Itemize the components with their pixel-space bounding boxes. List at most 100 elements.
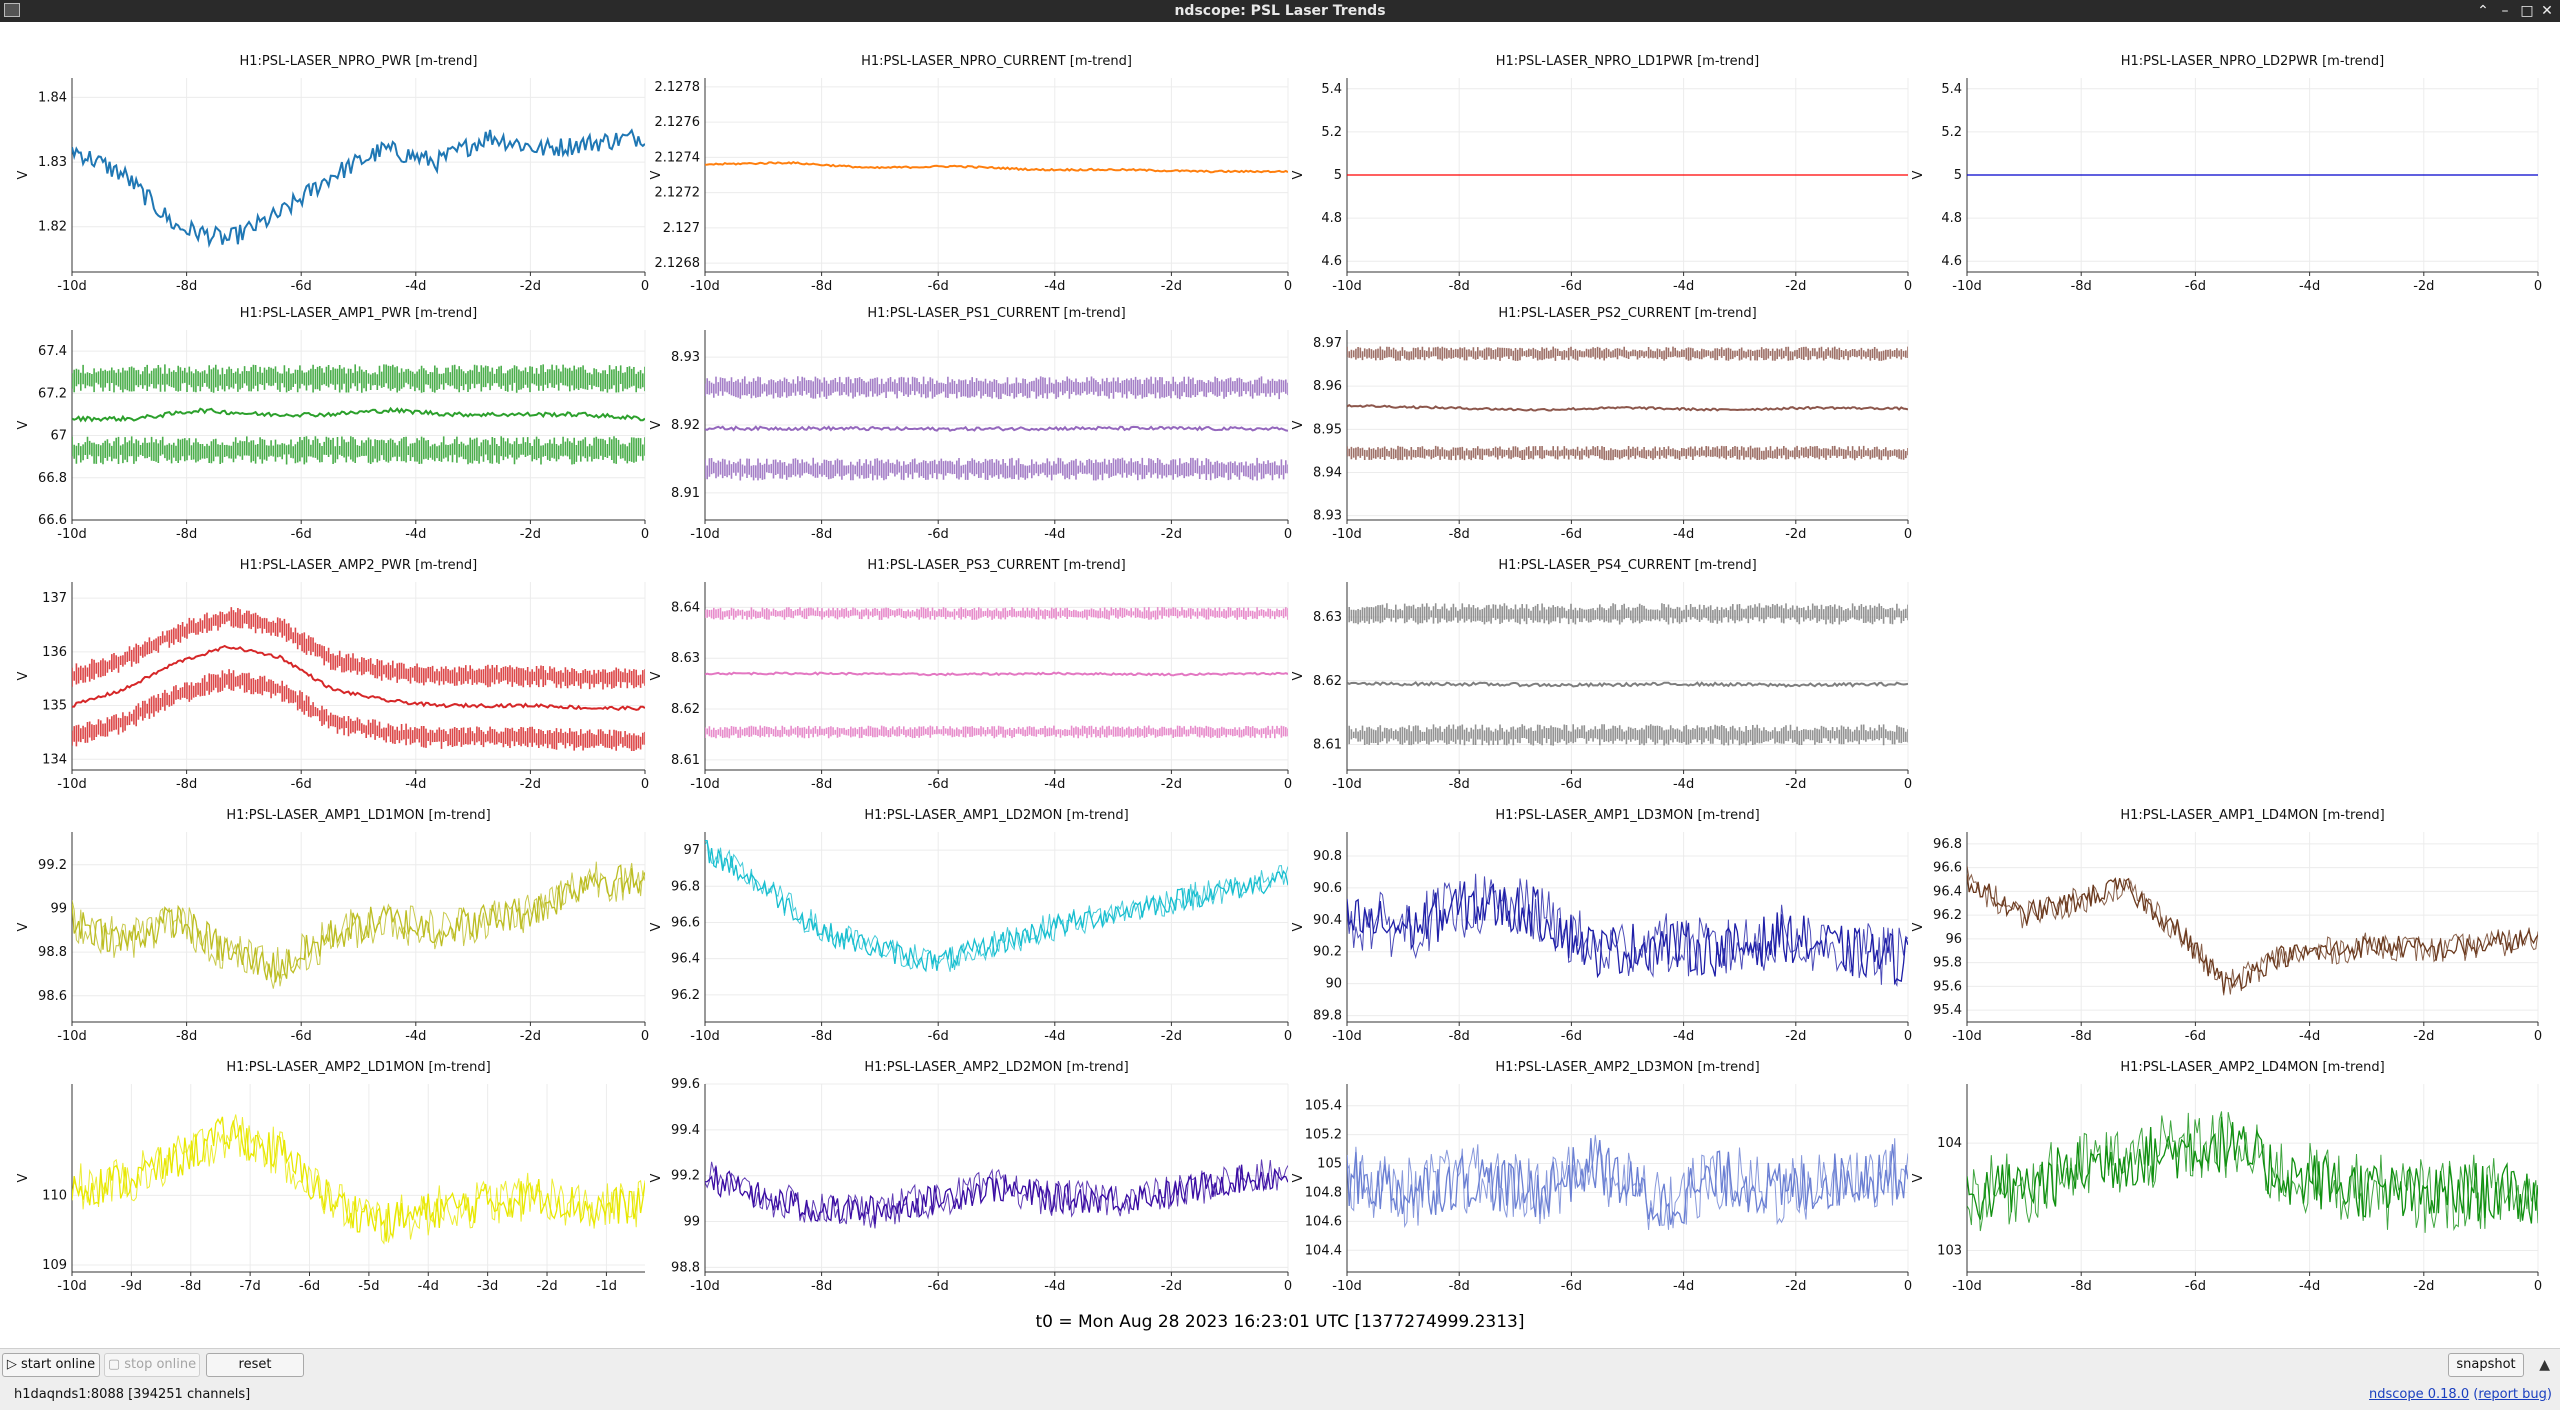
y-tick-label: 99 (683, 1215, 700, 1230)
maximize-icon[interactable]: □ (2520, 3, 2534, 19)
x-tick-label: 0 (2534, 1279, 2542, 1294)
x-tick-label: -4d (2299, 1029, 2320, 1044)
plot-title: H1:PSL-LASER_AMP1_LD1MON [m-trend] (226, 808, 490, 823)
x-tick-label: -8d (1449, 279, 1470, 294)
report-bug-link[interactable]: report bug (2478, 1387, 2547, 1402)
plot-title: H1:PSL-LASER_NPRO_PWR [m-trend] (240, 54, 478, 69)
close-icon[interactable]: ✕ (2541, 3, 2553, 19)
series-line (1347, 873, 1908, 987)
y-tick-label: 136 (42, 645, 67, 660)
y-tick-label: 4.6 (1941, 254, 1962, 269)
y-axis-label: V (1911, 170, 1926, 179)
y-tick-label: 96.2 (1933, 908, 1962, 923)
version-link[interactable]: ndscope 0.18.0 (2369, 1387, 2470, 1402)
x-tick-label: -2d (1161, 527, 1182, 542)
trend-plot[interactable]: 8.61 8.62 8.63 -10d -8d -6d -4d -2d 0 H1:PSL-LASE… (1291, 558, 1912, 792)
x-tick-label: -10d (1332, 527, 1362, 542)
x-tick-label: -4d (418, 1279, 439, 1294)
y-tick-label: 105.2 (1305, 1128, 1342, 1143)
trend-plot[interactable]: 4.6 4.8 5 5.2 5.4 -10d -8d -6d -4d -2d 0 H1:PSL-LAS… (1911, 54, 2542, 294)
plot-title: H1:PSL-LASER_NPRO_CURRENT [m-trend] (861, 54, 1132, 69)
x-tick-label: -2d (1785, 777, 1806, 792)
x-tick-label: -10d (1332, 279, 1362, 294)
stop-online-label: stop online (124, 1357, 197, 1372)
x-tick-label: -10d (57, 527, 87, 542)
y-tick-label: 98.8 (38, 945, 67, 960)
y-tick-label: 90.2 (1313, 945, 1342, 960)
start-online-button[interactable]: ▷ start online (2, 1353, 100, 1377)
series-line (72, 864, 645, 983)
trend-plot[interactable]: 2.1268 2.127 2.1272 2.1274 2.1276 2.1278 -10d -… (649, 22, 1292, 294)
trend-plot[interactable]: 104.4 104.6 104.8 105 105.2 105.4 -10d -8d -6d -4… (1291, 1060, 1912, 1294)
plot-title: H1:PSL-LASER_AMP1_PWR [m-trend] (240, 306, 477, 321)
trend-plot[interactable]: 98.6 98.8 99 99.2 -10d -8d -6d -4d -2d 0 H1:PSL-LA… (16, 808, 649, 1044)
y-tick-label: 5 (1334, 168, 1342, 183)
y-tick-label: 5.4 (1941, 82, 1962, 97)
trend-plot[interactable]: 8.61 8.62 8.63 8.64 -10d -8d -6d -4d -2d 0 H1:PSL-… (649, 558, 1292, 792)
x-tick-label: -10d (1952, 1279, 1982, 1294)
x-tick-label: -10d (690, 1029, 720, 1044)
x-tick-label: -10d (1332, 1029, 1362, 1044)
y-tick-label: 2.1278 (655, 80, 701, 95)
y-tick-label: 90.4 (1313, 913, 1342, 928)
y-tick-label: 2.127 (663, 221, 700, 236)
t0-label: t0 = Mon Aug 28 2023 16:23:01 UTC [13772… (1035, 1312, 1525, 1332)
trend-plot[interactable]: 1.82 1.83 1.84 -10d -8d -6d -4d -2d 0 H1:PSL-LASE… (16, 22, 649, 294)
y-tick-label: 95.8 (1933, 956, 1962, 971)
version-info: ndscope 0.18.0 (report bug) (2369, 1387, 2552, 1402)
series-line (1347, 404, 1908, 412)
y-axis-label: V (1291, 420, 1306, 429)
x-tick-label: -8d (2071, 1029, 2092, 1044)
x-tick-label: -4d (1044, 1279, 1065, 1294)
x-tick-label: -6d (928, 1279, 949, 1294)
trend-plot[interactable]: 134 135 136 137 -10d -8d -6d -4d -2d 0 H1:PSL-LASE… (16, 558, 649, 792)
y-tick-label: 96.2 (671, 988, 700, 1003)
x-tick-label: -4d (1673, 1279, 1694, 1294)
trend-plot[interactable]: 66.6 66.8 67 67.2 67.4 -10d -8d -6d -4d -2d 0 H1:PS… (16, 306, 649, 542)
plot-grid[interactable]: 1.82 1.83 1.84 -10d -8d -6d -4d -2d 0 H1:PSL-LASE… (0, 22, 2560, 1322)
series-band (1347, 724, 1908, 746)
x-tick-label: 0 (2534, 1029, 2542, 1044)
series-line (72, 644, 645, 712)
trend-plot[interactable]: 8.91 8.92 8.93 -10d -8d -6d -4d -2d 0 H1:PSL-LASE… (649, 306, 1292, 542)
x-tick-label: -10d (1332, 777, 1362, 792)
minimize-icon[interactable]: – (2501, 3, 2509, 19)
x-tick-label: -10d (690, 1279, 720, 1294)
x-tick-label: -10d (57, 777, 87, 792)
reset-button[interactable]: reset (206, 1353, 304, 1377)
y-tick-label: 8.92 (671, 418, 700, 433)
trend-plot[interactable]: 89.8 90 90.2 90.4 90.6 90.8 -10d -8d -6d -4d -2d 0 H… (1291, 808, 1912, 1044)
trend-plot[interactable]: 103 104 -10d -8d -6d -4d -2d 0 H1:PSL-LASER_AMP2… (1911, 1060, 2542, 1294)
series-band (705, 376, 1288, 400)
trend-plot[interactable]: 109 110 -10d -9d -8d -7d -6d -5d -4d -3d -2d -1d H1:… (16, 1060, 645, 1294)
series-line (1347, 1134, 1908, 1231)
menu-toggle-icon[interactable]: ▲ (2539, 1357, 2550, 1373)
y-tick-label: 109 (42, 1258, 67, 1273)
trend-plot[interactable]: 96.2 96.4 96.6 96.8 97 -10d -8d -6d -4d -2d 0 H1:PS… (649, 808, 1292, 1044)
y-axis-label: V (1911, 922, 1926, 931)
y-tick-label: 96.4 (671, 952, 700, 967)
stop-online-button[interactable]: ▢ stop online (104, 1353, 200, 1377)
trend-plot[interactable]: 95.4 95.6 95.8 96 96.2 96.4 96.6 96.8 -10d -8d -6d… (1911, 808, 2542, 1044)
trend-plot[interactable]: 8.93 8.94 8.95 8.96 8.97 -10d -8d -6d -4d -2d 0 H1:… (1291, 306, 1912, 542)
x-tick-label: -6d (291, 527, 312, 542)
collapse-icon[interactable]: ⌃ (2477, 3, 2489, 19)
trend-plot[interactable]: 4.6 4.8 5 5.2 5.4 -10d -8d -6d -4d -2d 0 H1:PSL-LAS… (1291, 54, 1912, 294)
y-axis-label: V (16, 420, 31, 429)
x-tick-label: -6d (1561, 279, 1582, 294)
plot-title: H1:PSL-LASER_PS3_CURRENT [m-trend] (867, 558, 1125, 573)
y-tick-label: 4.8 (1941, 211, 1962, 226)
y-tick-label: 8.95 (1313, 422, 1342, 437)
series-band (72, 669, 645, 751)
trend-plot[interactable]: 98.8 99 99.2 99.4 99.6 -10d -8d -6d -4d -2d 0 H1:PS… (649, 1060, 1292, 1294)
x-tick-label: -10d (1332, 1279, 1362, 1294)
x-tick-label: -10d (1952, 1029, 1982, 1044)
y-tick-label: 8.63 (671, 651, 700, 666)
x-tick-label: 0 (1284, 279, 1292, 294)
x-tick-label: -2d (1785, 1029, 1806, 1044)
y-tick-label: 8.61 (671, 753, 700, 768)
y-tick-label: 66.6 (38, 513, 67, 528)
x-tick-label: -4d (1673, 1029, 1694, 1044)
plot-title: H1:PSL-LASER_AMP1_LD4MON [m-trend] (2120, 808, 2384, 823)
snapshot-button[interactable]: snapshot (2448, 1353, 2524, 1377)
